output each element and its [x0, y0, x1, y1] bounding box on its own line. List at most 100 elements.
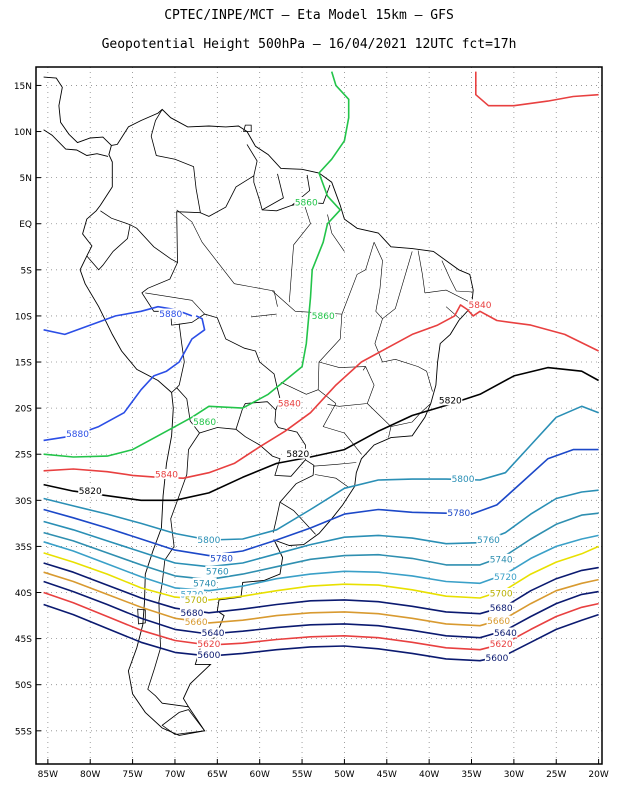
country-border: [272, 502, 281, 533]
lat-tick-label: EQ: [19, 220, 32, 230]
contour-label-bg: [179, 588, 204, 599]
contour-5800: [43, 405, 599, 541]
state-border: [367, 403, 432, 427]
contour-label-5820: 5820: [79, 487, 102, 497]
contour-label-bg: [476, 534, 501, 545]
map-title-line-1: CPTEC/INPE/MCT – Eta Model 15km – GFS: [164, 8, 454, 23]
contour-label-bg: [486, 615, 511, 626]
contour-label-5600: 5600: [485, 654, 508, 664]
lon-tick-label: 50W: [334, 770, 354, 780]
island: [243, 124, 252, 132]
lat-tick-label: 5N: [20, 174, 32, 184]
lon-tick-label: 55W: [292, 770, 312, 780]
contour-label-5620: 5620: [197, 640, 220, 650]
contour-label-5760: 5760: [477, 536, 500, 546]
map-frame: [35, 66, 603, 765]
state-border: [322, 403, 362, 455]
contour-label-bg: [196, 534, 221, 545]
contour-label-bg: [78, 485, 103, 496]
contour-label-bg: [184, 616, 209, 627]
contour-5680: [43, 562, 599, 615]
lat-tick-label: 5S: [21, 266, 33, 276]
contour-5860: [43, 71, 350, 458]
state-border: [272, 290, 343, 404]
contour-label-5840: 5840: [469, 301, 492, 311]
contour-label-bg: [209, 552, 234, 563]
lon-tick-label: 35W: [461, 770, 481, 780]
state-border: [424, 289, 472, 304]
contour-label-bg: [179, 607, 204, 618]
contour-5700: [43, 545, 599, 601]
state-border: [445, 306, 460, 319]
contour-label-5860: 5860: [295, 199, 318, 209]
island: [161, 709, 206, 735]
contour-label-5640: 5640: [202, 629, 225, 639]
contour-label-bg: [484, 652, 509, 663]
contour-label-5780: 5780: [210, 554, 233, 564]
country-border: [235, 401, 277, 430]
contour-label-5820: 5820: [439, 397, 462, 407]
contour-5740: [43, 512, 599, 581]
state-border: [318, 361, 375, 407]
contour-label-bg: [192, 577, 217, 588]
country-border: [176, 387, 306, 477]
state-border: [314, 474, 349, 488]
contour-label-bg: [201, 627, 226, 638]
state-border: [388, 426, 392, 438]
lat-tick-label: 30S: [15, 497, 32, 507]
contour-label-bg: [205, 565, 230, 576]
country-border: [262, 173, 284, 211]
land-features: [43, 76, 474, 736]
contour-5840: [475, 71, 599, 107]
contour-label-5720: 5720: [494, 573, 517, 583]
contour-label-5680: 5680: [490, 604, 513, 614]
contour-label-5880: 5880: [66, 430, 89, 440]
contour-label-bg: [294, 197, 319, 208]
lat-tick-label: 40S: [15, 589, 32, 599]
state-border: [373, 242, 383, 319]
contour-label-bg: [493, 571, 518, 582]
contour-5620: [43, 591, 599, 651]
country-border: [86, 224, 131, 271]
contour-label-bg: [285, 448, 310, 459]
lat-tick-label: 45S: [15, 635, 32, 645]
lat-tick-label: 50S: [15, 681, 32, 691]
contour-label-bg: [489, 638, 514, 649]
contour-label-bg: [192, 416, 217, 427]
lon-tick-label: 30W: [504, 770, 524, 780]
contour-label-bg: [277, 398, 302, 409]
map-title-line-2: Geopotential Height 500hPa – 16/04/2021 …: [101, 37, 517, 52]
lon-tick-label: 65W: [207, 770, 227, 780]
axis-labels: 15N 10N 5N EQ 5S 10S 15S 20S 25S 30S 35S 40S 45S 50S 5…: [14, 82, 609, 780]
contour-label-5680: 5680: [180, 609, 203, 619]
contour-label-bg: [154, 469, 179, 480]
contour-label-5860: 5860: [312, 312, 335, 322]
contour-label-bg: [65, 428, 90, 439]
contour-label-5800: 5800: [197, 536, 220, 546]
south-america-coastline: [79, 108, 474, 736]
contour-label-5760: 5760: [206, 567, 229, 577]
state-border: [362, 366, 366, 371]
state-border: [441, 260, 473, 293]
contour-label-bg: [489, 587, 514, 598]
contour-labels: 5880 5880 5860 5860 5860 5840 5840 5840 5820 5820…: [65, 197, 518, 664]
contour-label-5820: 5820: [286, 450, 309, 460]
lat-tick-label: 20S: [15, 405, 32, 415]
lon-tick-label: 85W: [38, 770, 58, 780]
contour-label-5700: 5700: [490, 589, 513, 599]
state-border: [145, 292, 205, 315]
contour-5880: [43, 315, 206, 442]
contour-label-bg: [493, 627, 518, 638]
contour-label-5740: 5740: [193, 579, 216, 589]
state-border: [280, 382, 319, 395]
central-america-coast: [43, 76, 112, 146]
contour-label-bg: [438, 395, 463, 406]
contour-5720: [43, 534, 599, 592]
contour-label-5620: 5620: [490, 640, 513, 650]
contour-5820: [43, 366, 599, 502]
contour-label-5700: 5700: [185, 596, 208, 606]
contour-label-5740: 5740: [490, 555, 513, 565]
contour-5640: [43, 580, 599, 639]
contour-label-5860: 5860: [193, 418, 216, 428]
